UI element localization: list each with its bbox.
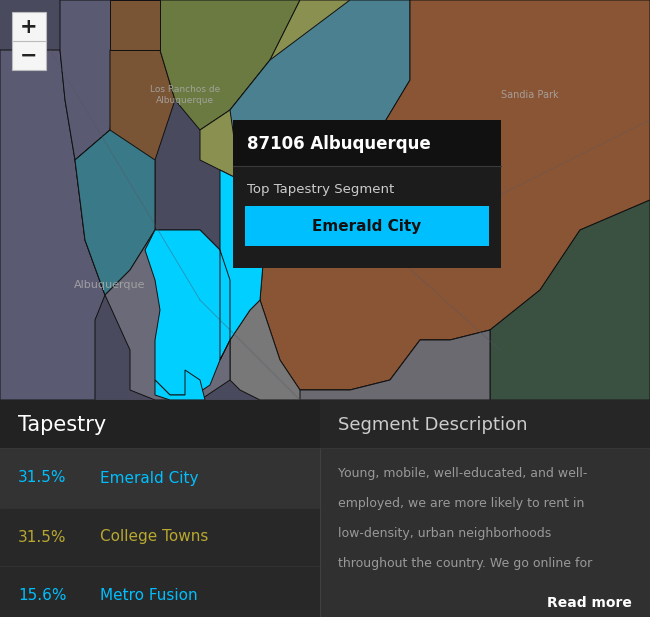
Text: Segment Description: Segment Description <box>338 416 528 434</box>
Text: 87106 Albuquerque: 87106 Albuquerque <box>247 135 431 153</box>
Text: employed, we are more likely to rent in: employed, we are more likely to rent in <box>338 497 584 510</box>
FancyBboxPatch shape <box>12 12 46 70</box>
Text: Young, mobile, well-educated, and well-: Young, mobile, well-educated, and well- <box>338 468 588 481</box>
Text: 31.5%: 31.5% <box>18 471 66 486</box>
Polygon shape <box>60 0 130 160</box>
Text: Metro Fusion: Metro Fusion <box>100 587 198 602</box>
Polygon shape <box>105 230 230 400</box>
Text: +: + <box>20 17 38 37</box>
Bar <box>320 400 650 448</box>
Polygon shape <box>110 0 160 50</box>
Bar <box>0 508 320 566</box>
Polygon shape <box>145 170 270 395</box>
Text: Sandia Park: Sandia Park <box>501 90 559 100</box>
Bar <box>0 400 320 448</box>
Text: Read more: Read more <box>547 596 632 610</box>
Text: throughout the country. We go online for: throughout the country. We go online for <box>338 558 592 571</box>
Polygon shape <box>160 0 300 130</box>
Text: Los Ranchos de
Albuquerque: Los Ranchos de Albuquerque <box>150 85 220 106</box>
Polygon shape <box>230 0 410 180</box>
Text: Tapestry: Tapestry <box>18 415 106 435</box>
Polygon shape <box>230 300 490 400</box>
Polygon shape <box>490 200 650 400</box>
Text: Emerald City: Emerald City <box>313 218 422 233</box>
Bar <box>233 120 501 166</box>
Polygon shape <box>300 330 490 400</box>
Bar <box>0 400 320 617</box>
Polygon shape <box>0 50 105 400</box>
Text: Top Tapestry Segment: Top Tapestry Segment <box>247 183 395 196</box>
Polygon shape <box>75 130 155 295</box>
Polygon shape <box>75 50 175 295</box>
Text: College Towns: College Towns <box>100 529 209 544</box>
Bar <box>0 448 320 508</box>
Bar <box>320 400 650 617</box>
Text: Emerald City: Emerald City <box>100 471 198 486</box>
Text: −: − <box>20 46 38 66</box>
Polygon shape <box>155 370 205 400</box>
Text: low-density, urban neighborhoods: low-density, urban neighborhoods <box>338 528 551 540</box>
Bar <box>245 206 489 246</box>
Text: 31.5%: 31.5% <box>18 529 66 544</box>
Polygon shape <box>260 0 650 390</box>
Bar <box>233 120 501 268</box>
Text: 15.6%: 15.6% <box>18 587 66 602</box>
Text: Albuquerque: Albuquerque <box>74 280 146 290</box>
Bar <box>0 566 320 617</box>
Polygon shape <box>200 0 410 180</box>
